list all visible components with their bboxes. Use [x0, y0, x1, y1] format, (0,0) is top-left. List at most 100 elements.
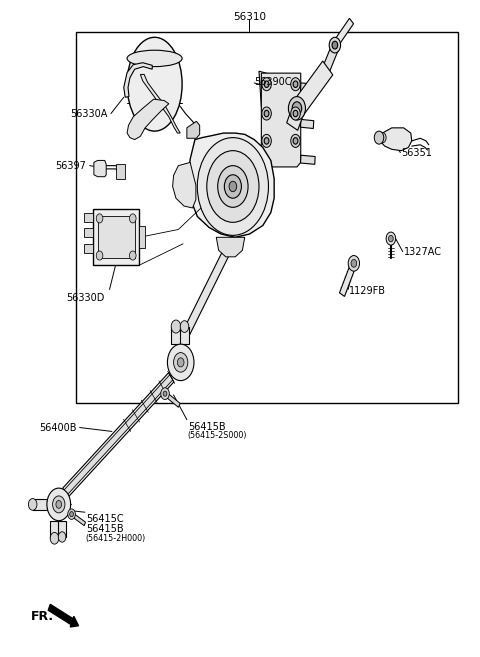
Circle shape — [174, 353, 188, 372]
Polygon shape — [180, 327, 189, 344]
Polygon shape — [287, 103, 305, 130]
Text: 1129FB: 1129FB — [349, 286, 386, 296]
Polygon shape — [292, 61, 333, 117]
Circle shape — [218, 166, 248, 208]
Text: 56390C: 56390C — [254, 78, 292, 87]
Text: 56400B: 56400B — [39, 422, 76, 432]
Text: 56310: 56310 — [233, 12, 266, 22]
Circle shape — [53, 496, 65, 513]
Circle shape — [293, 137, 298, 144]
Bar — [139, 225, 145, 248]
Polygon shape — [300, 155, 315, 164]
Circle shape — [56, 501, 61, 509]
Polygon shape — [339, 261, 356, 296]
Polygon shape — [333, 18, 354, 48]
Circle shape — [348, 256, 360, 271]
Polygon shape — [164, 392, 180, 407]
Circle shape — [58, 532, 66, 542]
Polygon shape — [58, 521, 66, 537]
Circle shape — [262, 107, 271, 120]
Polygon shape — [64, 374, 173, 495]
Text: 56330A: 56330A — [70, 108, 107, 118]
Polygon shape — [322, 39, 341, 74]
Circle shape — [329, 37, 341, 53]
Text: 56330D: 56330D — [66, 292, 105, 303]
Circle shape — [264, 110, 269, 117]
Circle shape — [291, 135, 300, 147]
Circle shape — [50, 532, 59, 544]
Text: FR.: FR. — [31, 610, 54, 623]
Bar — [116, 164, 125, 179]
Circle shape — [68, 509, 75, 520]
Circle shape — [293, 81, 298, 87]
Circle shape — [130, 251, 136, 260]
Polygon shape — [124, 62, 152, 97]
Polygon shape — [178, 241, 233, 347]
Polygon shape — [261, 73, 301, 167]
Circle shape — [288, 97, 305, 120]
Circle shape — [264, 137, 269, 144]
Circle shape — [229, 181, 237, 192]
Circle shape — [292, 102, 301, 115]
Circle shape — [291, 78, 300, 91]
Polygon shape — [300, 83, 316, 93]
Text: 56415B: 56415B — [188, 422, 226, 432]
Text: (56415-2H000): (56415-2H000) — [86, 533, 146, 543]
Bar — [76, 32, 458, 403]
Circle shape — [262, 78, 271, 91]
Polygon shape — [50, 521, 59, 538]
Circle shape — [386, 232, 396, 245]
Ellipse shape — [127, 50, 182, 66]
Text: 56397: 56397 — [55, 161, 86, 171]
Polygon shape — [71, 512, 85, 526]
Circle shape — [224, 175, 241, 198]
Circle shape — [161, 388, 169, 399]
Circle shape — [171, 320, 180, 333]
Circle shape — [332, 41, 338, 49]
Polygon shape — [140, 74, 180, 133]
Circle shape — [264, 81, 269, 87]
Circle shape — [178, 358, 184, 367]
Circle shape — [28, 499, 37, 510]
Circle shape — [163, 391, 167, 396]
Polygon shape — [300, 120, 314, 129]
Circle shape — [96, 214, 103, 223]
Polygon shape — [63, 373, 174, 497]
Circle shape — [47, 488, 71, 521]
Circle shape — [293, 110, 298, 117]
Circle shape — [197, 137, 268, 235]
Polygon shape — [379, 128, 412, 150]
Circle shape — [379, 133, 386, 143]
Circle shape — [374, 131, 384, 144]
Circle shape — [262, 135, 271, 147]
Polygon shape — [127, 99, 169, 139]
Text: 56415B: 56415B — [86, 524, 123, 534]
Polygon shape — [216, 237, 245, 257]
Ellipse shape — [127, 37, 182, 131]
Bar — [97, 215, 135, 258]
Circle shape — [180, 321, 189, 332]
Bar — [84, 228, 93, 237]
Bar — [84, 244, 93, 253]
Circle shape — [207, 150, 259, 222]
Text: 56351: 56351 — [401, 148, 432, 158]
Text: 1327AC: 1327AC — [404, 246, 442, 257]
Circle shape — [96, 251, 103, 260]
Text: 56415C: 56415C — [86, 514, 123, 524]
Polygon shape — [94, 160, 106, 177]
Circle shape — [70, 512, 73, 517]
Polygon shape — [188, 133, 274, 237]
Polygon shape — [187, 122, 200, 138]
Circle shape — [130, 214, 136, 223]
Circle shape — [351, 260, 357, 267]
Polygon shape — [259, 71, 300, 122]
Circle shape — [168, 344, 194, 380]
Text: (56415-2S000): (56415-2S000) — [188, 432, 247, 440]
Polygon shape — [33, 499, 47, 510]
Polygon shape — [173, 162, 196, 208]
Circle shape — [388, 235, 393, 242]
FancyArrow shape — [48, 604, 79, 627]
Bar — [84, 213, 93, 221]
Circle shape — [291, 107, 300, 120]
Polygon shape — [171, 327, 180, 344]
